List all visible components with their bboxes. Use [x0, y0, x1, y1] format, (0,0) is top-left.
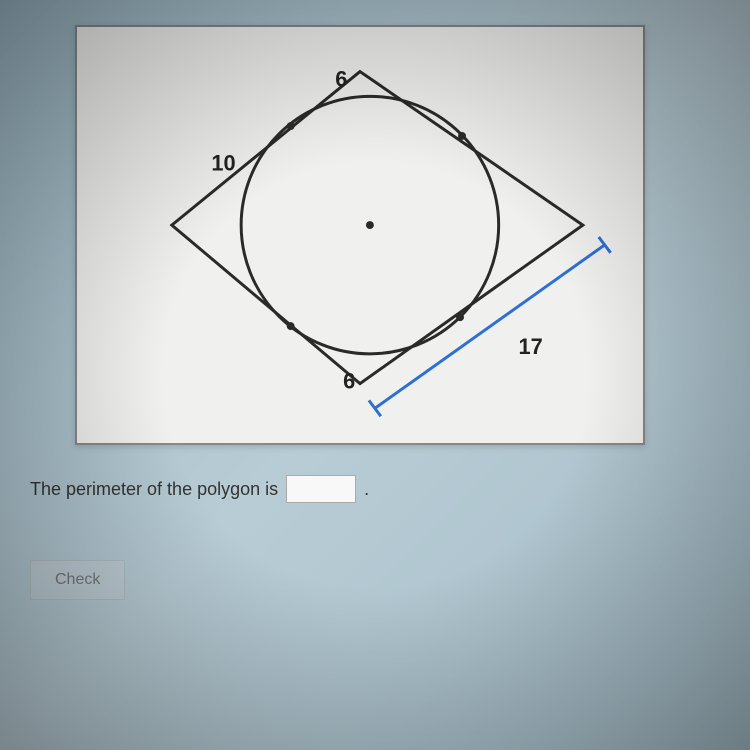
- geometry-diagram: 6 10 6 17: [77, 27, 643, 443]
- tangent-point: [456, 313, 464, 321]
- tangent-point: [287, 122, 295, 130]
- center-point: [366, 221, 374, 229]
- label-bottom: 6: [343, 369, 355, 394]
- check-button[interactable]: Check: [30, 560, 125, 600]
- label-top: 6: [335, 66, 347, 91]
- label-left: 10: [211, 151, 235, 176]
- diagram-frame: 6 10 6 17: [75, 25, 645, 445]
- tangent-point: [287, 322, 295, 330]
- question-row: The perimeter of the polygon is .: [30, 475, 369, 503]
- question-suffix: .: [364, 479, 369, 500]
- question-prompt: The perimeter of the polygon is: [30, 479, 278, 500]
- tangent-point: [458, 132, 466, 140]
- label-measure: 17: [518, 334, 542, 359]
- answer-input[interactable]: [286, 475, 356, 503]
- measure-cap: [599, 237, 611, 253]
- measure-cap: [369, 400, 381, 416]
